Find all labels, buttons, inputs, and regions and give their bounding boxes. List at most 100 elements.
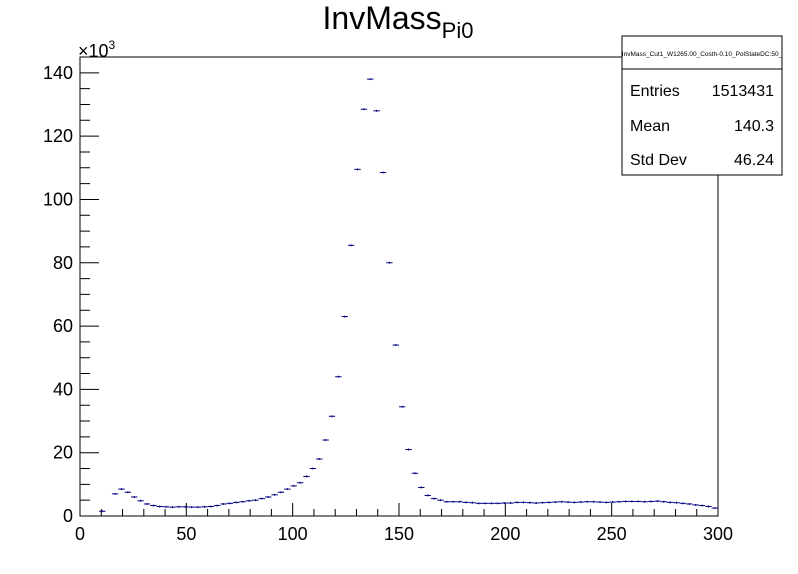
data-point — [603, 501, 610, 504]
data-point — [584, 500, 591, 503]
data-point — [437, 499, 444, 502]
data-point — [226, 502, 234, 505]
data-point — [660, 500, 667, 503]
data-point — [284, 488, 291, 491]
data-point — [131, 496, 138, 499]
data-point — [424, 494, 431, 497]
data-point — [373, 109, 380, 112]
data-point — [615, 500, 623, 503]
stats-mean-label: Mean — [630, 118, 670, 135]
data-point — [711, 507, 718, 510]
data-point — [143, 502, 151, 505]
data-point — [456, 500, 463, 503]
data-point — [271, 493, 278, 496]
data-point — [698, 504, 706, 507]
data-point — [666, 501, 674, 504]
y-tick-labels: 0 20 40 60 80 100 120 140 — [43, 63, 73, 526]
data-point — [124, 491, 132, 494]
y-tick-label: 0 — [63, 506, 73, 526]
data-point — [379, 171, 387, 174]
data-point — [277, 491, 285, 494]
x-tick-label: 0 — [75, 524, 85, 544]
data-point — [239, 500, 246, 503]
data-point — [367, 78, 374, 81]
data-point — [258, 497, 266, 500]
data-point — [494, 502, 502, 505]
data-point — [290, 484, 297, 487]
data-point — [654, 500, 661, 503]
data-point — [596, 501, 604, 504]
data-point — [488, 502, 495, 505]
y-tick-label: 20 — [53, 443, 73, 463]
data-point — [296, 481, 304, 484]
data-point — [635, 500, 642, 503]
data-point — [347, 244, 355, 247]
x-tick-label: 300 — [703, 524, 733, 544]
data-point — [188, 506, 195, 509]
data-point — [111, 492, 119, 495]
data-point — [322, 439, 329, 442]
stats-mean-value: 140.3 — [734, 118, 774, 135]
data-point — [609, 501, 616, 504]
data-point — [220, 502, 227, 505]
stats-stddev-label: Std Dev — [630, 152, 687, 169]
data-point — [679, 502, 687, 505]
data-point — [641, 500, 648, 503]
data-point — [118, 488, 125, 491]
data-point — [418, 486, 425, 489]
x-tick-label: 150 — [384, 524, 414, 544]
data-point — [513, 501, 521, 504]
data-markers — [99, 78, 718, 513]
data-point — [622, 500, 629, 503]
data-point — [469, 501, 476, 504]
data-point — [405, 448, 412, 451]
data-point — [194, 506, 202, 509]
chart-title-main: InvMass — [323, 0, 442, 36]
data-point — [162, 505, 170, 508]
data-point — [316, 458, 323, 461]
x-tick-label: 100 — [278, 524, 308, 544]
data-point — [571, 501, 578, 504]
y-tick-label: 140 — [43, 63, 73, 83]
data-point — [265, 496, 272, 499]
data-point — [520, 501, 527, 504]
data-point — [577, 501, 585, 504]
data-point — [545, 501, 553, 504]
x-tick-label: 50 — [176, 524, 196, 544]
data-point — [532, 502, 540, 505]
stats-box: InvMass_Cut1_W1265.00_Costh-0.10_PolStat… — [621, 35, 783, 176]
data-point — [150, 504, 157, 507]
data-point — [399, 405, 406, 408]
data-point — [501, 502, 508, 505]
data-point — [462, 501, 470, 504]
data-point — [475, 502, 482, 505]
y-tick-label: 80 — [53, 253, 73, 273]
data-point — [686, 502, 693, 505]
data-point — [481, 502, 489, 505]
stats-entries-value: 1513431 — [712, 83, 774, 100]
data-point — [507, 502, 514, 505]
data-point — [137, 499, 144, 502]
data-point — [590, 500, 597, 503]
data-point — [233, 501, 240, 504]
data-point — [252, 499, 259, 502]
y-tick-label: 100 — [43, 189, 73, 209]
chart-title: InvMassPi0 — [323, 0, 474, 43]
data-point — [526, 501, 533, 504]
data-point — [386, 261, 393, 264]
data-point — [539, 501, 546, 504]
chart-title-subscript: Pi0 — [442, 18, 474, 43]
data-point — [360, 108, 368, 111]
y-tick-label: 40 — [53, 379, 73, 399]
data-point — [673, 501, 680, 504]
data-point — [443, 500, 451, 503]
data-point — [411, 472, 419, 475]
data-point — [213, 504, 221, 507]
data-point — [201, 505, 208, 508]
y-axis-multiplier: ×103 — [78, 38, 116, 61]
data-point — [564, 501, 572, 504]
x-tick-label: 200 — [490, 524, 520, 544]
data-point — [354, 168, 361, 171]
stats-box-frame — [621, 35, 783, 176]
